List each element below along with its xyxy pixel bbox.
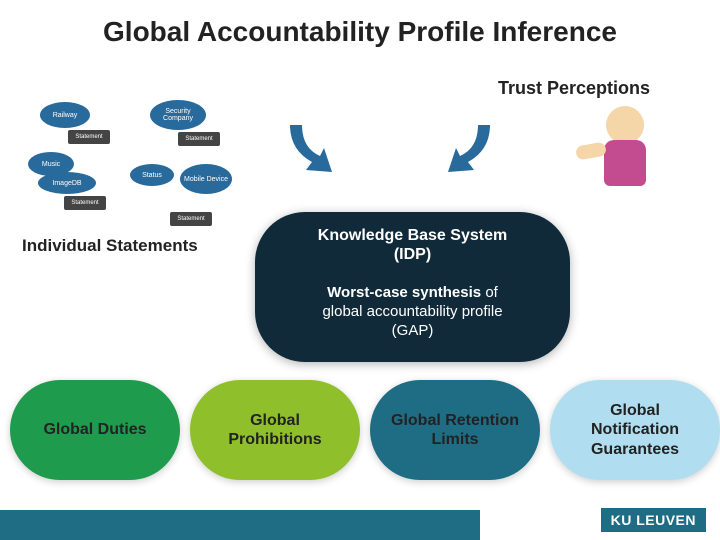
ku-leuven-logo: KU LEUVEN bbox=[601, 508, 706, 532]
kb-title: Knowledge Base System bbox=[273, 226, 552, 245]
oval-status: Status bbox=[130, 164, 174, 186]
kb-sub: (IDP) bbox=[273, 245, 552, 264]
arrow-down-icon bbox=[280, 120, 350, 180]
slide: Global Accountability Profile Inference … bbox=[0, 0, 720, 540]
statement-box: Statement bbox=[178, 132, 220, 146]
oval-security: Security Company bbox=[150, 100, 206, 130]
footer-bar bbox=[0, 510, 480, 540]
worst-case-line: Worst-case synthesis of global accountab… bbox=[273, 284, 552, 340]
statement-box: Statement bbox=[64, 196, 106, 210]
individual-statements-label: Individual Statements bbox=[22, 236, 198, 256]
trust-perceptions-label: Trust Perceptions bbox=[498, 78, 650, 99]
wc-bold: Worst-case synthesis bbox=[327, 284, 481, 301]
output-pill: Global Notification Guarantees bbox=[550, 380, 720, 480]
statement-box: Statement bbox=[68, 130, 110, 144]
process-block: Knowledge Base System (IDP) Worst-case s… bbox=[255, 212, 570, 362]
outputs-row: Global DutiesGlobal ProhibitionsGlobal R… bbox=[0, 380, 720, 490]
arrow-down-icon bbox=[430, 120, 500, 180]
page-title: Global Accountability Profile Inference bbox=[0, 16, 720, 48]
person-icon bbox=[580, 100, 670, 220]
output-pill: Global Duties bbox=[10, 380, 180, 480]
wc-line2: global accountability profile bbox=[322, 303, 502, 320]
oval-railway: Railway bbox=[40, 102, 90, 128]
output-pill: Global Prohibitions bbox=[190, 380, 360, 480]
wc-rest1: of bbox=[485, 284, 498, 301]
statement-box: Statement bbox=[170, 212, 212, 226]
wc-line3: (GAP) bbox=[392, 322, 434, 339]
statements-cluster: Railway Statement Security Company State… bbox=[10, 100, 260, 240]
oval-imagedb: ImageDB bbox=[38, 172, 96, 194]
output-pill: Global Retention Limits bbox=[370, 380, 540, 480]
oval-mobile: Mobile Device bbox=[180, 164, 232, 194]
